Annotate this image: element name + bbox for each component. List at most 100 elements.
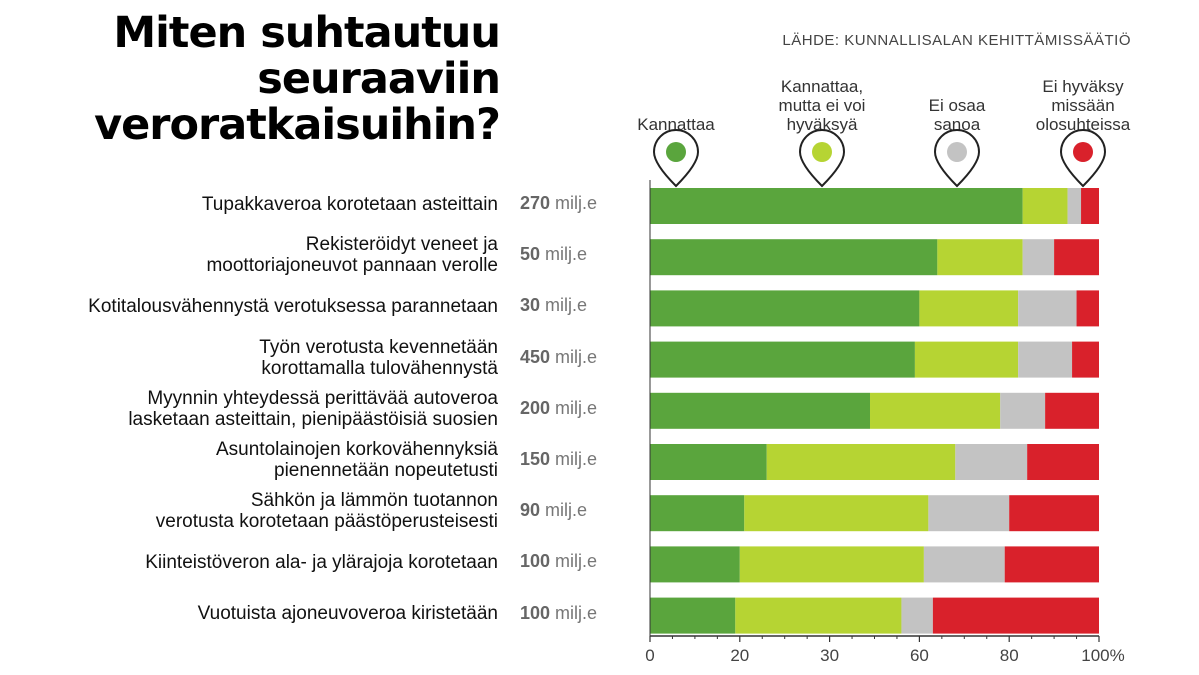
category-label-line: pienennetään nopeutetusti	[274, 460, 498, 481]
category-label-line: Asuntolainojen korkovähennyksiä	[215, 439, 498, 460]
amount-label: 270 milj.e	[520, 193, 625, 214]
amount-unit: milj.e	[540, 500, 588, 521]
bar-segment	[1022, 188, 1068, 224]
amount-label: 30 milj.e	[520, 295, 625, 316]
category-label: Työn verotusta kevennetään korottamalla t…	[20, 337, 498, 379]
bar-segment	[1004, 546, 1099, 583]
category-label-line: Sähkön ja lämmön tuotannon	[250, 490, 498, 512]
amount-value: 450	[520, 346, 551, 367]
category-label: Tupakkaveroa korotetaan asteittain	[20, 194, 498, 215]
category-label-line: Työn verotusta kevennetään	[259, 336, 498, 358]
legend-marker-dot	[947, 142, 967, 162]
amount-label: 100 milj.e	[520, 551, 625, 572]
amount-label: 90 milj.e	[520, 500, 625, 521]
bar-segment	[650, 546, 740, 583]
x-tick-label: 30	[820, 646, 839, 665]
amount-unit: milj.e	[550, 346, 598, 367]
bar-segment	[1009, 495, 1099, 532]
amount-label: 200 milj.e	[520, 398, 625, 419]
bar-segment	[932, 597, 1099, 634]
bar-segment	[1027, 444, 1099, 480]
bar-segment	[1072, 341, 1099, 378]
bar-segment	[1000, 392, 1046, 429]
bar-segment	[1045, 392, 1099, 429]
amount-label: 150 milj.e	[520, 449, 625, 470]
amount-unit: milj.e	[550, 551, 598, 572]
bar-segment	[914, 341, 1019, 378]
category-label: Kotitalousvähennystä verotuksessa parann…	[20, 296, 498, 317]
category-label-line: moottoriajoneuvot pannaan verolle	[206, 255, 498, 277]
amount-value: 90	[520, 500, 541, 521]
bar-segment	[650, 188, 1023, 224]
category-label: Rekisteröidyt veneet ja moottoriajoneuvot…	[20, 234, 498, 276]
amount-unit: milj.e	[550, 449, 598, 469]
legend-label-line: Kannattaa	[637, 115, 715, 134]
legend-label-line: olosuhteissa	[1036, 115, 1131, 134]
category-label: Vuotuista ajoneuvoveroa kiristetään	[20, 603, 498, 624]
legend-label-line: Ei hyväksy	[1042, 77, 1124, 96]
bar-segment	[735, 597, 902, 634]
amount-value: 150	[520, 449, 551, 469]
bar-segment	[955, 444, 1028, 480]
bar-segment	[919, 290, 1019, 327]
bar-segment	[650, 597, 736, 634]
legend-label-line: sanoa	[934, 115, 981, 134]
amount-unit: milj.e	[540, 244, 588, 265]
bar-segment	[1081, 188, 1099, 224]
category-label-line: Rekisteröidyt veneet ja	[305, 234, 498, 256]
bar-segment	[650, 341, 915, 378]
source-note: LÄHDE: KUNNALLISALAN KEHITTÄMISSÄÄTIÖ	[782, 32, 1131, 49]
category-label: Kiinteistöveron ala- ja ylärajoja korote…	[20, 552, 498, 573]
amount-unit: milj.e	[550, 602, 598, 623]
amount-value: 270	[520, 193, 551, 213]
bar-segment	[650, 392, 871, 429]
bar-segment	[650, 444, 767, 480]
category-label: Asuntolainojen korkovähennyksiä pienennet…	[20, 439, 498, 481]
title-line: veroratkaisuihin?	[94, 100, 501, 150]
category-label-line: Myynnin yhteydessä perittävää autoveroa	[147, 387, 498, 409]
bar-segment	[1067, 188, 1082, 224]
category-label-line: Tupakkaveroa korotetaan asteittain	[201, 193, 498, 215]
category-label-line: lasketaan asteittain, pienipäästöisiä su…	[128, 408, 498, 430]
title-line: seuraaviin	[257, 54, 501, 104]
bar-segment	[923, 546, 1005, 583]
bar-segment	[1054, 239, 1099, 276]
bar-segment	[1018, 341, 1073, 378]
amount-value: 50	[520, 244, 541, 265]
amount-unit: milj.e	[550, 193, 598, 213]
amount-value: 100	[520, 602, 551, 623]
legend-label-line: Ei osaa	[929, 96, 986, 115]
legend-marker-dot	[1073, 142, 1093, 162]
bar-segment	[650, 239, 938, 276]
category-label-line: Vuotuista ajoneuvoveroa kiristetään	[197, 603, 498, 625]
category-label-line: Kiinteistöveron ala- ja ylärajoja korote…	[145, 551, 498, 573]
chart-title: Miten suhtautuu seuraaviin veroratkaisui…	[20, 8, 501, 150]
title-line: Miten suhtautuu	[113, 8, 501, 58]
amount-value: 200	[520, 397, 551, 418]
category-label: Myynnin yhteydessä perittävää autoveroa l…	[20, 388, 498, 430]
x-tick-label: 60	[910, 646, 929, 665]
bar-segment	[1022, 239, 1055, 276]
bar-segment	[928, 495, 1010, 532]
legend-label-line: mutta ei voi	[779, 96, 866, 115]
amount-unit: milj.e	[540, 295, 588, 316]
x-tick-label: 100%	[1081, 646, 1124, 665]
x-tick-label: 0	[645, 646, 654, 665]
category-label-line: korottamalla tulovähennystä	[261, 357, 498, 379]
amount-label: 50 milj.e	[520, 244, 625, 265]
amount-value: 30	[520, 295, 541, 316]
bar-segment	[650, 290, 920, 327]
amount-value: 100	[520, 551, 551, 572]
bar-segment	[1076, 290, 1099, 327]
bar-segment	[1018, 290, 1077, 327]
bar-segment	[739, 546, 924, 583]
x-tick-label: 80	[1000, 646, 1019, 665]
bar-segment	[870, 392, 1001, 429]
legend-label-line: missään	[1051, 96, 1114, 115]
amount-label: 450 milj.e	[520, 347, 625, 368]
amount-unit: milj.e	[550, 397, 598, 418]
category-label: Sähkön ja lämmön tuotannon verotusta koro…	[20, 490, 498, 532]
bar-segment	[744, 495, 929, 532]
x-tick-label: 20	[730, 646, 749, 665]
legend-label-line: hyväksyä	[787, 115, 858, 134]
